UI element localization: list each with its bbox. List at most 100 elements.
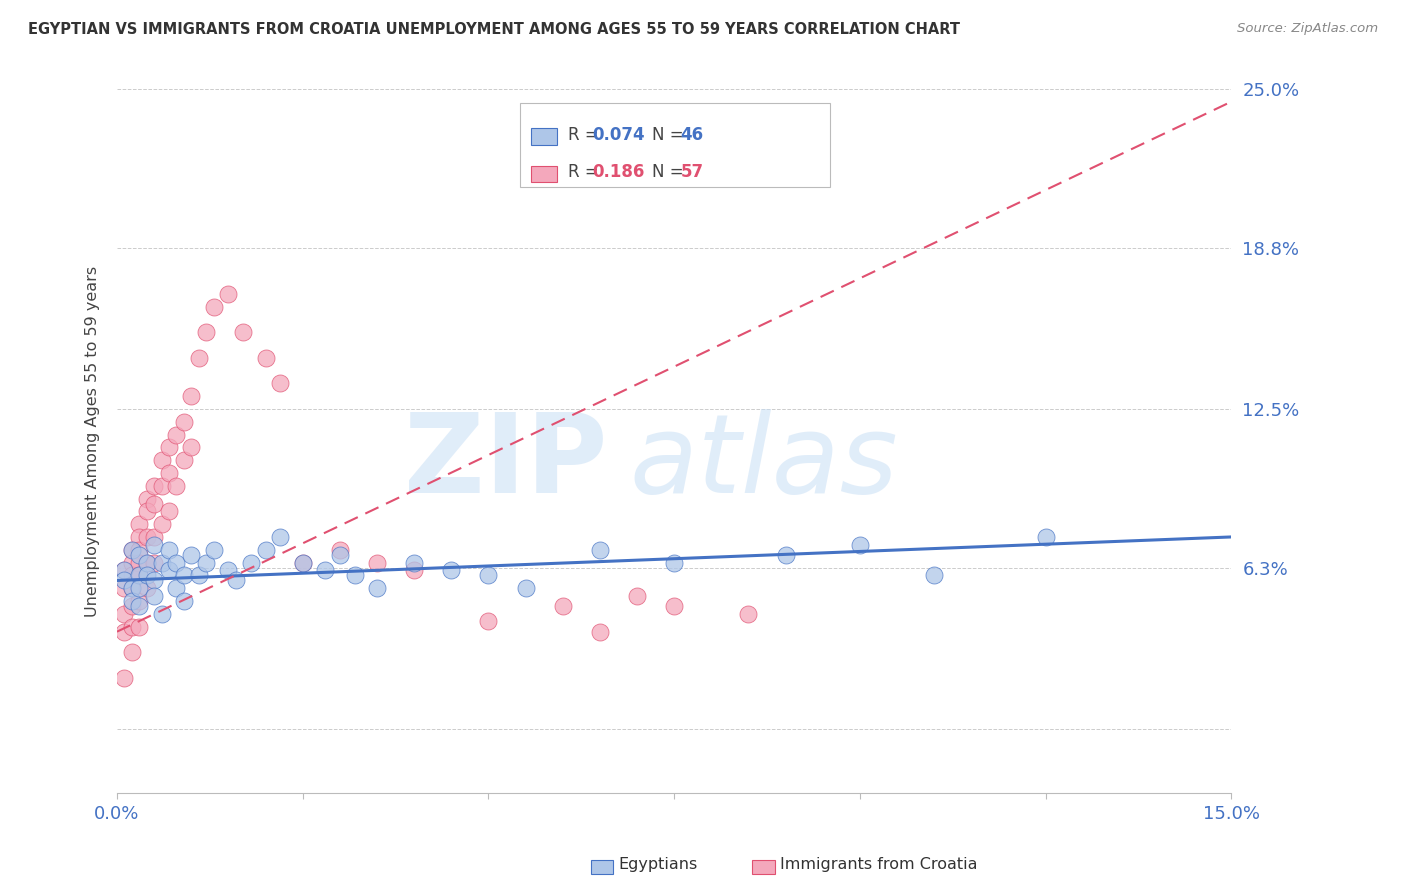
- Point: [121, 581, 143, 595]
- Point: [165, 479, 187, 493]
- Text: atlas: atlas: [628, 409, 897, 516]
- Text: R =: R =: [568, 163, 605, 181]
- Point: [135, 530, 157, 544]
- Point: [121, 645, 143, 659]
- Y-axis label: Unemployment Among Ages 55 to 59 years: Unemployment Among Ages 55 to 59 years: [86, 266, 100, 616]
- Point: [143, 574, 166, 588]
- Point: [662, 599, 685, 613]
- Point: [195, 325, 218, 339]
- Point: [121, 581, 143, 595]
- Point: [150, 607, 173, 621]
- Point: [112, 607, 135, 621]
- Point: [202, 542, 225, 557]
- Point: [775, 548, 797, 562]
- Point: [112, 671, 135, 685]
- Point: [128, 568, 150, 582]
- Point: [128, 517, 150, 532]
- Point: [128, 548, 150, 562]
- Point: [143, 556, 166, 570]
- Point: [254, 542, 277, 557]
- Text: N =: N =: [652, 163, 689, 181]
- Point: [121, 619, 143, 633]
- Point: [366, 556, 388, 570]
- Text: EGYPTIAN VS IMMIGRANTS FROM CROATIA UNEMPLOYMENT AMONG AGES 55 TO 59 YEARS CORRE: EGYPTIAN VS IMMIGRANTS FROM CROATIA UNEM…: [28, 22, 960, 37]
- Point: [121, 594, 143, 608]
- Point: [128, 599, 150, 613]
- Point: [143, 497, 166, 511]
- Point: [217, 563, 239, 577]
- Point: [128, 594, 150, 608]
- Point: [112, 581, 135, 595]
- Point: [589, 542, 612, 557]
- Point: [121, 542, 143, 557]
- Point: [173, 594, 195, 608]
- Point: [121, 568, 143, 582]
- Point: [121, 599, 143, 613]
- Point: [143, 589, 166, 603]
- Point: [121, 542, 143, 557]
- Point: [195, 556, 218, 570]
- Point: [150, 479, 173, 493]
- Point: [404, 556, 426, 570]
- Point: [922, 568, 945, 582]
- Point: [269, 530, 291, 544]
- Text: Immigrants from Croatia: Immigrants from Croatia: [780, 857, 977, 871]
- Point: [135, 556, 157, 570]
- Point: [477, 615, 499, 629]
- Point: [143, 530, 166, 544]
- Point: [157, 466, 180, 480]
- Point: [143, 538, 166, 552]
- Text: 46: 46: [681, 126, 703, 144]
- Point: [329, 548, 352, 562]
- Point: [180, 548, 202, 562]
- Point: [112, 563, 135, 577]
- Text: 0.074: 0.074: [592, 126, 644, 144]
- Point: [150, 517, 173, 532]
- Point: [157, 563, 180, 577]
- Point: [135, 568, 157, 582]
- Point: [165, 427, 187, 442]
- Point: [157, 441, 180, 455]
- Point: [128, 619, 150, 633]
- Text: R =: R =: [568, 126, 605, 144]
- Point: [165, 556, 187, 570]
- Point: [173, 453, 195, 467]
- Point: [135, 491, 157, 506]
- Point: [366, 581, 388, 595]
- Point: [239, 556, 262, 570]
- Point: [314, 563, 336, 577]
- Point: [143, 479, 166, 493]
- Point: [849, 538, 872, 552]
- Text: 57: 57: [681, 163, 703, 181]
- Point: [551, 599, 574, 613]
- Point: [157, 504, 180, 518]
- Point: [440, 563, 463, 577]
- Point: [291, 556, 314, 570]
- Point: [269, 376, 291, 391]
- Point: [737, 607, 759, 621]
- Point: [180, 441, 202, 455]
- Point: [515, 581, 537, 595]
- Point: [187, 568, 209, 582]
- Point: [217, 286, 239, 301]
- Point: [135, 581, 157, 595]
- Point: [121, 556, 143, 570]
- Point: [112, 563, 135, 577]
- Text: 0.186: 0.186: [592, 163, 644, 181]
- Text: Source: ZipAtlas.com: Source: ZipAtlas.com: [1237, 22, 1378, 36]
- Point: [225, 574, 247, 588]
- Point: [128, 556, 150, 570]
- Point: [404, 563, 426, 577]
- Point: [157, 542, 180, 557]
- Text: Egyptians: Egyptians: [619, 857, 697, 871]
- Point: [150, 556, 173, 570]
- Point: [135, 504, 157, 518]
- Point: [128, 568, 150, 582]
- Point: [329, 542, 352, 557]
- Point: [112, 574, 135, 588]
- Point: [128, 542, 150, 557]
- Point: [128, 530, 150, 544]
- Point: [187, 351, 209, 365]
- Point: [291, 556, 314, 570]
- Point: [135, 556, 157, 570]
